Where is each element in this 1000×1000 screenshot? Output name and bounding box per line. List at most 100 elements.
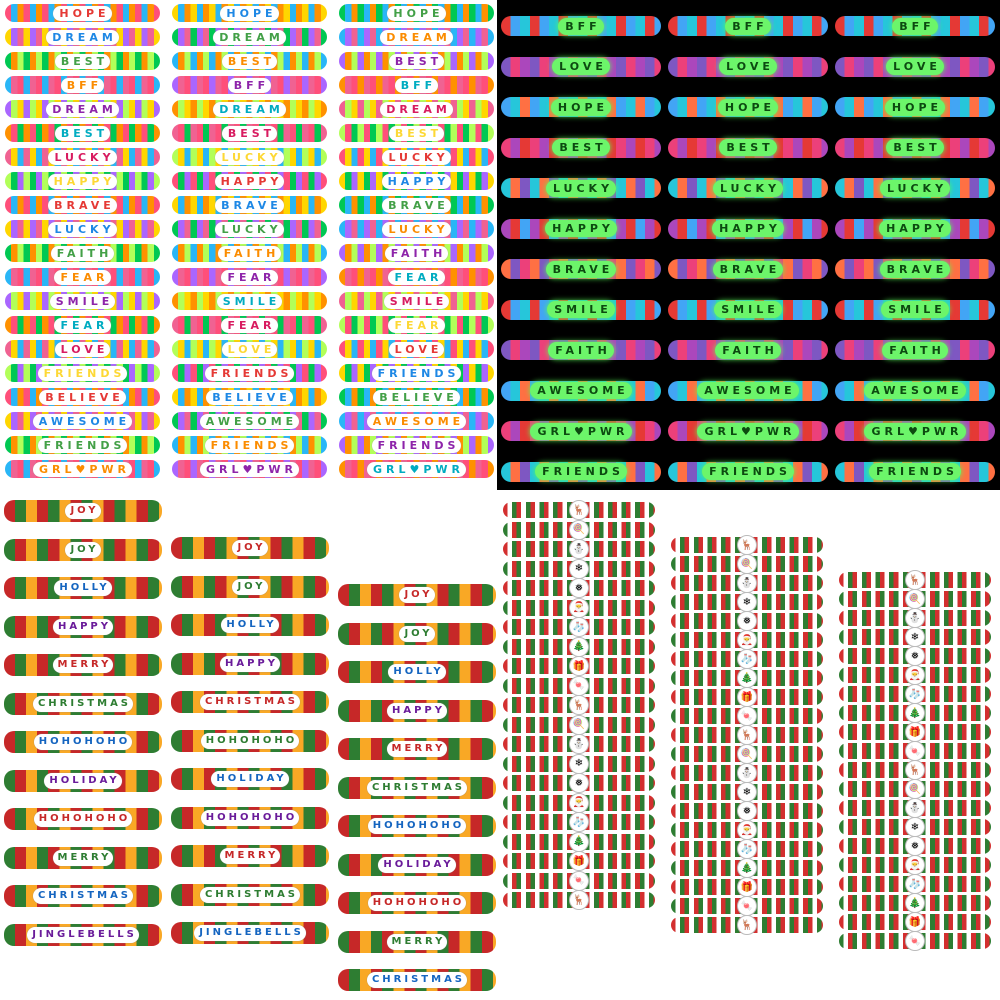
charm-bead: 🍭 [569, 714, 589, 735]
bracelet: LUCKY [5, 220, 160, 238]
bracelet: HOHOHOHO [4, 731, 162, 753]
charm-bead: 🍭 [737, 554, 757, 574]
bracelet: GRL♥PWR [668, 421, 828, 441]
letter-beads: JOY [399, 587, 435, 603]
bracelet: 🦌 [503, 695, 655, 715]
letter-beads: BFF [60, 77, 105, 93]
letter-beads: BEST [719, 139, 777, 156]
bracelet: JOY [338, 622, 496, 645]
charm-bead: 🎁 [737, 687, 757, 707]
bracelet: 🦌 [671, 915, 823, 935]
letter-beads: HOPE [550, 98, 612, 116]
bracelet: ❄ [503, 558, 655, 579]
bracelet: 🎄 [839, 893, 991, 913]
charm-bead: 🦌 [569, 695, 589, 715]
charm-bead: ❄ [737, 592, 757, 612]
bracelet: FEAR [172, 268, 327, 286]
bracelet: DREAM [339, 100, 494, 118]
charm-bead: 🎅 [905, 855, 925, 875]
letter-beads: GRL♥PWR [199, 461, 300, 477]
bracelet: 🎅 [671, 630, 823, 650]
bracelet: 🍬 [839, 741, 991, 761]
letter-beads: BFF [558, 17, 604, 35]
bracelet: FEAR [339, 316, 494, 334]
bracelet: HOHOHOHO [171, 806, 329, 829]
bracelet: HOLIDAY [338, 853, 496, 876]
letter-beads: BRAVE [879, 260, 951, 278]
bracelet: AWESOME [501, 380, 661, 401]
bracelet: 🎅 [671, 820, 823, 840]
charm-bead: 🎅 [737, 630, 757, 650]
bracelet: JOY [338, 584, 496, 606]
bracelet: FRIENDS [5, 436, 160, 454]
bracelet: 🎁 [503, 851, 655, 871]
letter-beads: MERRY [386, 741, 448, 757]
bracelet: 🎁 [503, 656, 655, 676]
bracelet: 🍬 [671, 896, 823, 916]
letter-beads: MERRY [52, 657, 114, 673]
letter-beads: FRIENDS [371, 437, 462, 453]
letter-beads: JOY [65, 503, 101, 519]
charm-bead: 🎅 [569, 597, 589, 618]
bracelet: BEST [5, 124, 160, 142]
bracelet: DREAM [5, 28, 160, 46]
letter-beads: HAPPY [219, 655, 280, 672]
letter-beads: BEST [221, 53, 278, 69]
bracelet: 🎄 [671, 858, 823, 878]
letter-beads: FRIENDS [37, 437, 128, 453]
bracelet: SMILE [339, 292, 494, 310]
bracelet: ❅ [839, 646, 991, 666]
charm-bead: ❄ [737, 782, 757, 802]
letter-beads: DREAM [46, 29, 119, 45]
bracelet: HOHOHOHO [338, 815, 496, 837]
charm-bead: 🎁 [737, 877, 757, 897]
letter-beads: FEAR [54, 317, 111, 333]
letter-beads: SMILE [216, 293, 283, 309]
bracelet: FEAR [339, 268, 494, 286]
bracelet: MERRY [4, 654, 162, 676]
charm-bead: 🦌 [737, 915, 757, 935]
letter-beads: BEST [54, 125, 111, 141]
letter-beads: FRIENDS [204, 437, 295, 453]
letter-beads: HAPPY [52, 618, 113, 635]
bracelet: 🦌 [503, 500, 655, 520]
bracelet: ⛄ [503, 734, 655, 754]
charm-bead: 🦌 [737, 535, 757, 555]
charm-bead: 🦌 [737, 725, 757, 745]
charm-bead: 🦌 [905, 570, 925, 590]
letter-beads: FRIENDS [869, 463, 961, 480]
letter-beads: JOY [399, 625, 435, 642]
letter-beads: BFF [725, 17, 771, 35]
letter-beads: SMILE [547, 301, 615, 318]
charm-bead: 🍭 [905, 779, 925, 799]
bracelet: JOY [4, 538, 162, 561]
letter-beads: DREAM [380, 101, 453, 117]
bracelet: BEST [668, 137, 828, 158]
letter-beads: LOVE [221, 341, 278, 357]
bracelet: 🎄 [839, 703, 991, 723]
bracelet: BFF [835, 16, 995, 36]
bracelet: 🍬 [671, 706, 823, 726]
letter-beads: BRAVE [215, 197, 284, 213]
letter-beads: FEAR [221, 317, 278, 333]
bracelet: LOVE [501, 56, 661, 77]
bracelet: LUCKY [339, 148, 494, 166]
bracelet: LUCKY [172, 148, 327, 166]
letter-beads: LOVE [719, 58, 777, 75]
bracelet: FRIENDS [172, 436, 327, 454]
letter-beads: BEST [388, 125, 445, 141]
letter-beads: FRIENDS [371, 365, 462, 381]
bracelet: LUCKY [339, 220, 494, 238]
bracelet: FRIENDS [172, 364, 327, 382]
bracelet: BEST [5, 52, 160, 70]
letter-beads: BFF [394, 77, 439, 93]
bracelet: BFF [501, 16, 661, 36]
letter-beads: BELIEVE [373, 389, 460, 405]
charm-bead: 🧦 [737, 839, 757, 859]
bracelet: JOY [171, 575, 329, 598]
letter-beads: LOVE [552, 58, 610, 75]
bracelet: AWESOME [835, 380, 995, 401]
charm-bead: 🍬 [905, 741, 925, 761]
letter-beads: FEAR [221, 269, 278, 285]
charm-bead: 🎅 [737, 820, 757, 840]
